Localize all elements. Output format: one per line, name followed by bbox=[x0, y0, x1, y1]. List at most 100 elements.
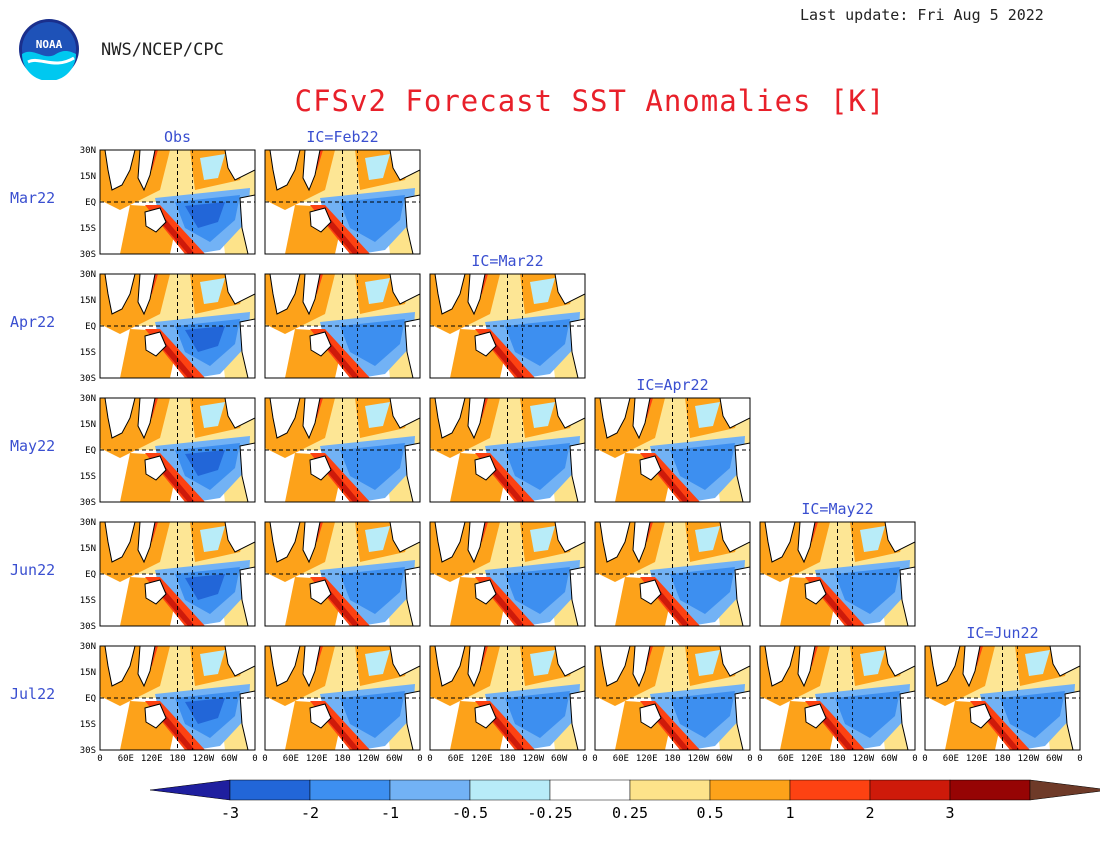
lon-tick-label: 180 bbox=[499, 754, 515, 764]
panel-map bbox=[264, 521, 421, 627]
lon-tick-label: 120W bbox=[852, 754, 874, 764]
lon-tick-label: 120E bbox=[801, 754, 823, 764]
panel-map bbox=[264, 273, 421, 379]
lat-tick-label: 30N bbox=[80, 642, 96, 652]
colorbar-segment bbox=[709, 779, 791, 801]
lon-tick-label: 60W bbox=[386, 754, 403, 764]
lon-tick-label: 120W bbox=[687, 754, 709, 764]
panel-map bbox=[594, 397, 751, 503]
colorbar-segment bbox=[469, 779, 551, 801]
lat-tick-label: 30S bbox=[80, 622, 96, 632]
column-label: IC=Feb22 bbox=[306, 128, 378, 146]
lat-tick-label: 30S bbox=[80, 250, 96, 260]
colorbar-tick-label: 1 bbox=[785, 804, 794, 822]
lat-tick-label: 15N bbox=[80, 544, 96, 554]
panel-frame bbox=[99, 273, 256, 379]
panel-map bbox=[429, 273, 586, 379]
lon-tick-label: 180 bbox=[169, 754, 185, 764]
colorbar-segment bbox=[629, 779, 711, 801]
lon-tick-label: 60W bbox=[221, 754, 238, 764]
lat-tick-label: 15S bbox=[80, 720, 96, 730]
colorbar-tick-label: -3 bbox=[221, 804, 239, 822]
panel-map: 30N 15N EQ 15S 30S bbox=[80, 146, 256, 260]
lat-tick-label: 30N bbox=[80, 146, 96, 156]
column-label: IC=May22 bbox=[801, 500, 873, 518]
lat-tick-label: 30N bbox=[80, 270, 96, 280]
panel-map: 30N 15N EQ 15S 30S bbox=[80, 270, 256, 384]
panel-frame bbox=[759, 645, 916, 751]
lat-tick-label: 15S bbox=[80, 348, 96, 358]
panel-map: 0 60E 120E 180 120W 60W 0 bbox=[427, 645, 588, 764]
colorbar-tick-label: -1 bbox=[381, 804, 399, 822]
panel-map bbox=[429, 397, 586, 503]
lon-tick-label: 0 bbox=[97, 754, 102, 764]
lon-tick-label: 0 bbox=[417, 754, 422, 764]
lon-tick-label: 120E bbox=[306, 754, 328, 764]
lat-tick-label: 15S bbox=[80, 596, 96, 606]
colorbar-segment bbox=[869, 779, 951, 801]
lon-tick-label: 0 bbox=[747, 754, 752, 764]
lon-tick-label: 180 bbox=[829, 754, 845, 764]
panel-map bbox=[264, 397, 421, 503]
column-label: Obs bbox=[164, 128, 191, 146]
lon-tick-label: 120E bbox=[636, 754, 658, 764]
lat-tick-label: EQ bbox=[85, 570, 96, 580]
panel-frame bbox=[429, 521, 586, 627]
panel-map bbox=[594, 521, 751, 627]
lat-tick-label: EQ bbox=[85, 198, 96, 208]
lat-tick-label: EQ bbox=[85, 322, 96, 332]
panel-map: 0 60E 120E 180 120W 60W 0 bbox=[262, 645, 423, 764]
lon-tick-label: 120E bbox=[966, 754, 988, 764]
chart-title: CFSv2 Forecast SST Anomalies [K] bbox=[294, 84, 886, 118]
column-label: IC=Mar22 bbox=[471, 252, 543, 270]
lon-tick-label: 180 bbox=[664, 754, 680, 764]
lat-tick-label: 30N bbox=[80, 518, 96, 528]
panel-frame bbox=[264, 397, 421, 503]
noaa-logo: NOAA bbox=[19, 19, 79, 80]
colorbar-arrow-left bbox=[149, 779, 231, 801]
column-label: IC=Apr22 bbox=[636, 376, 708, 394]
panel-frame bbox=[264, 273, 421, 379]
colorbar-segment bbox=[549, 779, 631, 801]
lat-tick-label: 30N bbox=[80, 394, 96, 404]
panel-frame bbox=[99, 521, 256, 627]
panel-frame bbox=[594, 645, 751, 751]
panel-frame bbox=[594, 397, 751, 503]
lat-tick-label: 15N bbox=[80, 296, 96, 306]
lon-tick-label: 0 bbox=[262, 754, 267, 764]
row-label: May22 bbox=[10, 437, 55, 455]
lon-tick-label: 0 bbox=[592, 754, 597, 764]
lon-tick-label: 0 bbox=[757, 754, 762, 764]
lat-tick-label: 30S bbox=[80, 746, 96, 756]
panel-map bbox=[759, 521, 916, 627]
colorbar-tick-label: 3 bbox=[945, 804, 954, 822]
colorbar-tick-label: 0.5 bbox=[696, 804, 723, 822]
lon-tick-label: 0 bbox=[427, 754, 432, 764]
lon-tick-label: 120E bbox=[471, 754, 493, 764]
panel-frame bbox=[264, 521, 421, 627]
lat-tick-label: 15S bbox=[80, 472, 96, 482]
lat-tick-label: EQ bbox=[85, 446, 96, 456]
lon-tick-label: 120W bbox=[522, 754, 544, 764]
lat-tick-label: 30S bbox=[80, 498, 96, 508]
panel-map bbox=[429, 521, 586, 627]
colorbar-tick-label: 2 bbox=[865, 804, 874, 822]
panel-map bbox=[264, 149, 421, 255]
lon-tick-label: 0 bbox=[252, 754, 257, 764]
panel-map: 30N 15N EQ 15S 30S bbox=[80, 518, 256, 632]
lon-tick-label: 60E bbox=[448, 754, 464, 764]
row-label: Mar22 bbox=[10, 189, 55, 207]
lon-tick-label: 60W bbox=[881, 754, 898, 764]
lon-tick-label: 60E bbox=[778, 754, 794, 764]
lon-tick-label: 60W bbox=[551, 754, 568, 764]
colorbar-tick-label: -2 bbox=[301, 804, 319, 822]
lon-tick-label: 0 bbox=[922, 754, 927, 764]
lon-tick-label: 60W bbox=[716, 754, 733, 764]
panel-frame bbox=[924, 645, 1081, 751]
colorbar-tick-label: 0.25 bbox=[612, 804, 648, 822]
lat-tick-label: 15S bbox=[80, 224, 96, 234]
panel-map: 0 60E 120E 180 120W 60W 0 bbox=[922, 645, 1083, 764]
